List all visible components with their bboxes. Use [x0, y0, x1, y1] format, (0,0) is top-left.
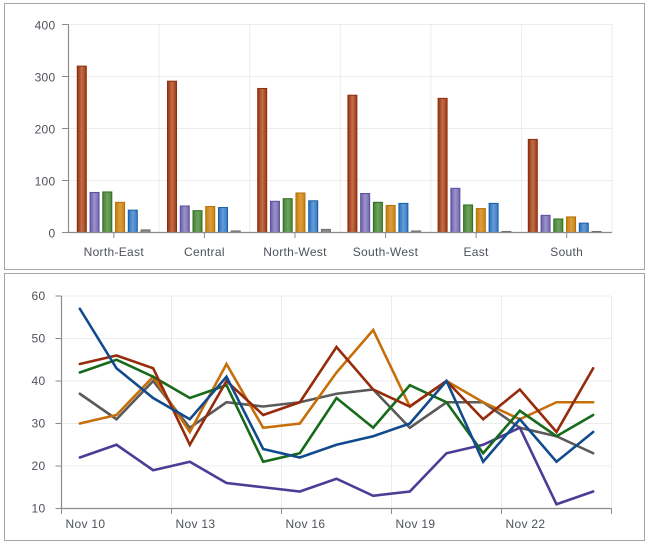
svg-text:300: 300 [35, 70, 56, 84]
svg-text:North-East: North-East [84, 245, 145, 259]
svg-text:100: 100 [35, 174, 56, 188]
svg-text:200: 200 [35, 122, 56, 136]
svg-text:50: 50 [32, 332, 46, 346]
svg-text:Central: Central [184, 245, 225, 259]
svg-text:40: 40 [32, 374, 46, 388]
svg-text:South: South [550, 245, 583, 259]
svg-text:South-West: South-West [353, 245, 419, 259]
svg-text:0: 0 [49, 226, 56, 240]
svg-text:North-West: North-West [263, 245, 327, 259]
svg-text:400: 400 [35, 18, 56, 32]
svg-text:East: East [463, 245, 489, 259]
svg-text:60: 60 [32, 289, 46, 303]
svg-text:30: 30 [32, 417, 46, 431]
svg-text:Nov 16: Nov 16 [286, 517, 326, 531]
svg-text:Nov 10: Nov 10 [66, 517, 106, 531]
svg-text:Nov 22: Nov 22 [506, 517, 546, 531]
svg-text:10: 10 [32, 502, 46, 516]
svg-text:Nov 19: Nov 19 [396, 517, 436, 531]
svg-text:Nov 13: Nov 13 [176, 517, 216, 531]
svg-text:20: 20 [32, 459, 46, 473]
